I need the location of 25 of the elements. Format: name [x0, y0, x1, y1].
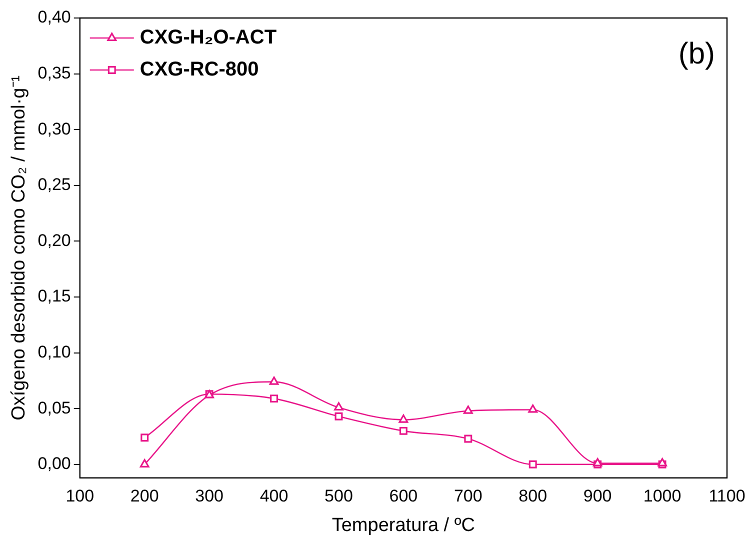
y-tick-label: 0,30 — [38, 119, 71, 138]
y-tick-label: 0,15 — [38, 286, 71, 306]
annotation: (b) — [678, 37, 715, 70]
y-tick-label: 0,00 — [38, 454, 71, 474]
x-tick-label: 100 — [66, 486, 94, 506]
x-tick-label: 300 — [195, 486, 224, 506]
x-tick-label: 900 — [583, 486, 612, 506]
y-tick-label: 0,10 — [38, 342, 71, 362]
y-tick-label: 0,35 — [38, 63, 71, 82]
x-tick-label: 200 — [130, 486, 159, 506]
legend-label: CXG-RC-800 — [140, 58, 259, 81]
legend-label: CXG-H₂O-ACT — [140, 26, 277, 49]
x-tick-label: 800 — [518, 486, 548, 506]
y-axis-title: Oxígeno desorbido como CO₂ / mmol·g⁻¹ — [8, 75, 30, 420]
y-tick-label: 0,25 — [38, 175, 71, 194]
x-tick-label: 600 — [389, 486, 418, 506]
y-tick-label: 0,40 — [38, 8, 71, 27]
y-tick-label: 0,05 — [38, 398, 71, 418]
x-tick-label: 1100 — [708, 486, 746, 506]
x-tick-label: 1000 — [643, 486, 682, 506]
x-axis-title: Temperatura / ºC — [332, 514, 476, 536]
y-tick-label: 0,20 — [38, 230, 71, 250]
x-tick-label: 400 — [260, 486, 288, 506]
x-tick-label: 500 — [324, 486, 353, 506]
x-tick-label: 700 — [454, 486, 482, 506]
